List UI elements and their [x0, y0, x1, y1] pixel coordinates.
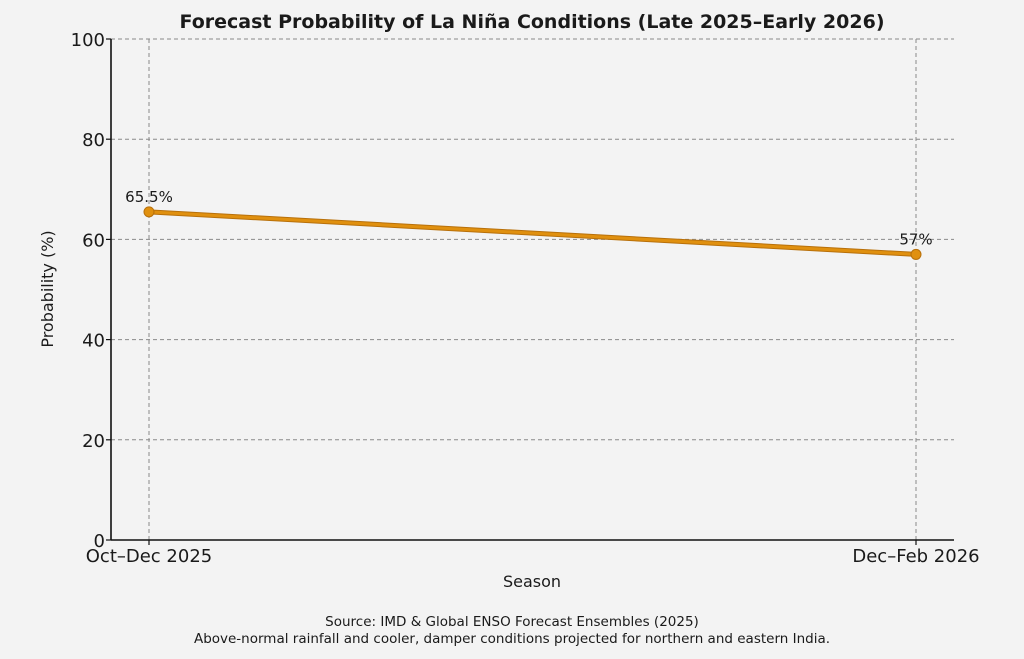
series — [143, 206, 922, 260]
y-tick-label: 20 — [82, 431, 105, 452]
grid — [111, 38, 954, 540]
data-point — [910, 248, 922, 260]
data-point-label: 65.5% — [125, 188, 173, 206]
y-tick-label: 40 — [82, 331, 105, 352]
data-labels: 65.5% 57% — [125, 188, 933, 249]
y-tick-label: 100 — [71, 30, 105, 51]
x-tick-label: Dec–Feb 2026 — [852, 546, 979, 567]
y-axis-ticks: 0 20 40 60 80 100 — [71, 30, 111, 552]
chart-title: Forecast Probability of La Niña Conditio… — [179, 11, 884, 33]
data-point-label: 57% — [899, 230, 932, 248]
y-tick-label: 0 — [94, 531, 105, 552]
axes — [110, 39, 954, 541]
data-point — [143, 206, 155, 218]
caption-note: Above-normal rainfall and cooler, damper… — [194, 631, 830, 647]
caption-source: Source: IMD & Global ENSO Forecast Ensem… — [325, 614, 699, 630]
x-tick-label: Oct–Dec 2025 — [86, 546, 212, 567]
series-line — [147, 210, 918, 256]
y-tick-label: 80 — [82, 130, 105, 151]
y-axis-label: Probability (%) — [38, 230, 57, 347]
x-axis-label: Season — [503, 572, 561, 591]
y-tick-label: 60 — [82, 230, 105, 251]
x-axis-ticks: Oct–Dec 2025 Dec–Feb 2026 — [86, 540, 980, 567]
